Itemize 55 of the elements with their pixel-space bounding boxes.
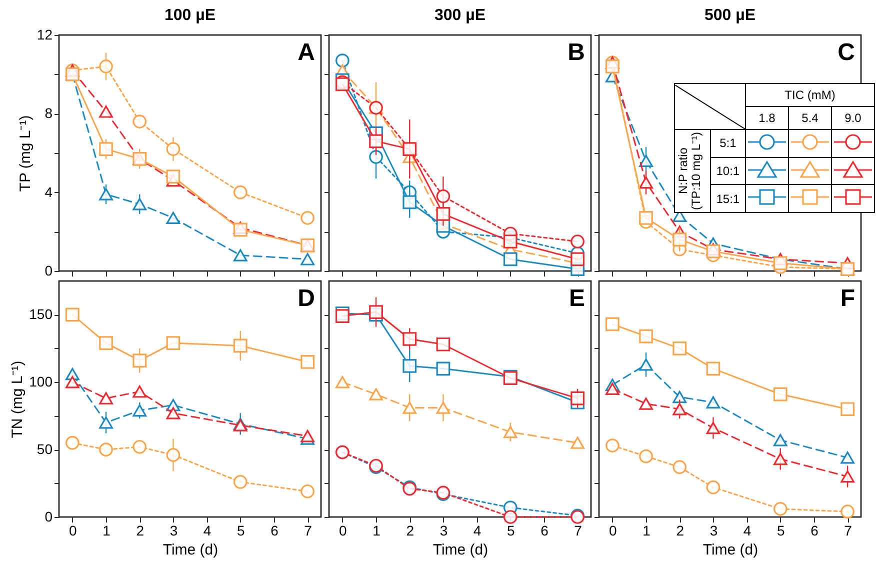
annotation: A: [298, 39, 315, 66]
y-axis-title: TN (mg L⁻¹): [9, 360, 26, 438]
y-tick-label: 4: [44, 184, 53, 200]
y-axis-title: TP (mg L⁻¹): [16, 115, 34, 192]
x-axis-title: Time (d): [702, 542, 758, 558]
x-tick-label: 7: [574, 522, 582, 538]
x-tick-label: 6: [810, 522, 819, 538]
y-tick-label: 8: [44, 105, 53, 122]
x-tick-label: 3: [170, 522, 178, 538]
annotation: 5:1: [710, 130, 746, 158]
x-tick-label: 2: [136, 522, 144, 538]
x-tick-label: 1: [102, 522, 111, 538]
x-tick-label: 2: [406, 522, 414, 538]
y-tick-label: 0: [44, 508, 53, 524]
x-axis-title: Time (d): [162, 542, 218, 558]
annotation: 10:1: [710, 157, 746, 185]
x-tick-label: 5: [236, 522, 245, 538]
annotation: N:P ratio: [676, 148, 690, 194]
annotation: B: [568, 39, 585, 66]
annotation: 1.8: [746, 106, 788, 130]
x-tick-label: 3: [710, 522, 718, 538]
x-tick-label: 1: [372, 522, 381, 538]
chart-title: 500 µE: [704, 7, 756, 24]
x-tick-label: 4: [743, 522, 752, 538]
y-tick-label: 100: [29, 374, 53, 390]
annotation: D: [298, 285, 315, 312]
x-tick-label: 6: [540, 522, 549, 538]
x-tick-label: 1: [642, 522, 651, 538]
annotation: (TP:10 mg L⁻¹): [689, 132, 703, 210]
annotation: F: [840, 285, 855, 312]
y-tick-label: 0: [44, 262, 53, 278]
annotation: 15:1: [710, 184, 746, 213]
annotation: E: [568, 285, 585, 312]
y-tick-label: 150: [29, 306, 53, 322]
x-tick-label: 0: [69, 522, 78, 538]
x-tick-label: 6: [270, 522, 279, 538]
x-tick-label: 0: [609, 522, 618, 538]
chart-title: 100 µE: [164, 7, 216, 24]
x-tick-label: 7: [844, 522, 852, 538]
x-tick-label: 5: [506, 522, 515, 538]
x-tick-label: 3: [440, 522, 448, 538]
x-tick-label: 4: [473, 522, 482, 538]
x-axis-title: Time (d): [432, 542, 488, 558]
x-tick-label: 4: [203, 522, 212, 538]
y-tick-label: 50: [36, 441, 53, 458]
y-tick-label: 12: [36, 26, 53, 42]
annotation: 9.0: [832, 106, 874, 130]
x-tick-label: 2: [676, 522, 684, 538]
x-tick-label: 7: [304, 522, 312, 538]
annotation: 5.4: [788, 106, 832, 130]
chart-title: 300 µE: [434, 7, 486, 24]
legend-title: TIC (mM): [746, 84, 874, 106]
x-tick-label: 5: [776, 522, 785, 538]
annotation: C: [838, 39, 855, 66]
x-tick-label: 0: [339, 522, 348, 538]
